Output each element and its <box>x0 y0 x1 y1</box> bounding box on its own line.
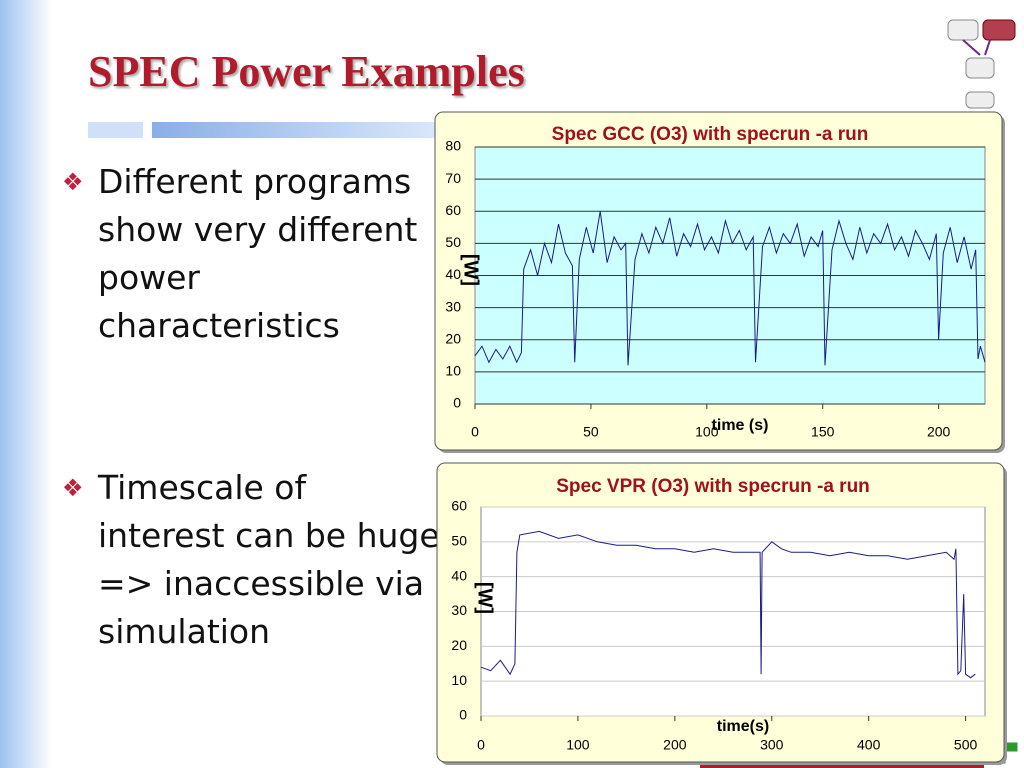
y-tick-label: 10 <box>445 363 461 379</box>
x-axis-label: time(s) <box>717 718 769 735</box>
y-axis-label: [W] <box>474 582 496 614</box>
y-tick-label: 50 <box>451 533 467 549</box>
x-tick-label: 500 <box>954 737 978 753</box>
x-tick-label: 400 <box>857 737 881 753</box>
bullet-text: Different programs show very different p… <box>98 162 418 345</box>
slide-title: SPEC Power Examples <box>88 47 525 96</box>
chart: 0 10 20 30 40 50 60 70 80 0 50 100 150 200 Spec GCC (O… <box>434 111 1005 453</box>
title-rule <box>88 122 143 138</box>
x-tick-label: 100 <box>695 424 719 440</box>
y-tick-label: 40 <box>451 567 467 583</box>
chart: 0 10 20 30 40 50 60 0 100 200 300 400 500 Spec VPR (O… <box>436 462 1007 765</box>
bullet-text: Timescale of interest can be huge => ina… <box>98 468 440 651</box>
side-gradient <box>0 0 52 768</box>
chart-title: Spec GCC (O3) with specrun -a run <box>552 124 869 145</box>
bullet-marker: ❖ <box>62 168 84 196</box>
y-tick-label: 50 <box>445 234 461 250</box>
y-tick-label: 30 <box>451 602 467 618</box>
title-rule <box>152 122 442 138</box>
bullet-marker: ❖ <box>62 474 84 502</box>
x-tick-label: 100 <box>566 737 590 753</box>
y-tick-label: 0 <box>453 395 461 411</box>
y-tick-label: 40 <box>445 266 461 282</box>
y-tick-label: 30 <box>445 298 461 314</box>
y-tick-label: 60 <box>445 202 461 218</box>
x-tick-label: 300 <box>760 737 784 753</box>
x-axis-label: time (s) <box>712 417 769 434</box>
x-tick-label: 200 <box>663 737 687 753</box>
y-tick-label: 0 <box>459 707 467 723</box>
y-tick-label: 20 <box>445 330 461 346</box>
x-tick-label: 0 <box>477 737 485 753</box>
y-axis-label: [W] <box>460 254 482 286</box>
x-tick-label: 0 <box>471 424 479 440</box>
y-tick-label: 70 <box>445 170 461 186</box>
y-tick-label: 80 <box>445 138 461 154</box>
x-tick-label: 200 <box>927 424 951 440</box>
x-tick-label: 150 <box>811 424 835 440</box>
power-line <box>480 530 976 679</box>
y-tick-label: 20 <box>451 637 467 653</box>
y-tick-label: 10 <box>451 672 467 688</box>
x-tick-label: 50 <box>583 424 599 440</box>
bullet-item: ❖ Different programs show very different … <box>62 158 443 350</box>
bullet-item: ❖ Timescale of interest can be huge => in… <box>62 464 443 656</box>
flow-icon <box>947 19 1016 109</box>
power-line <box>474 211 986 366</box>
y-tick-label: 60 <box>451 498 467 514</box>
chart-title: Spec VPR (O3) with specrun -a run <box>556 476 870 497</box>
